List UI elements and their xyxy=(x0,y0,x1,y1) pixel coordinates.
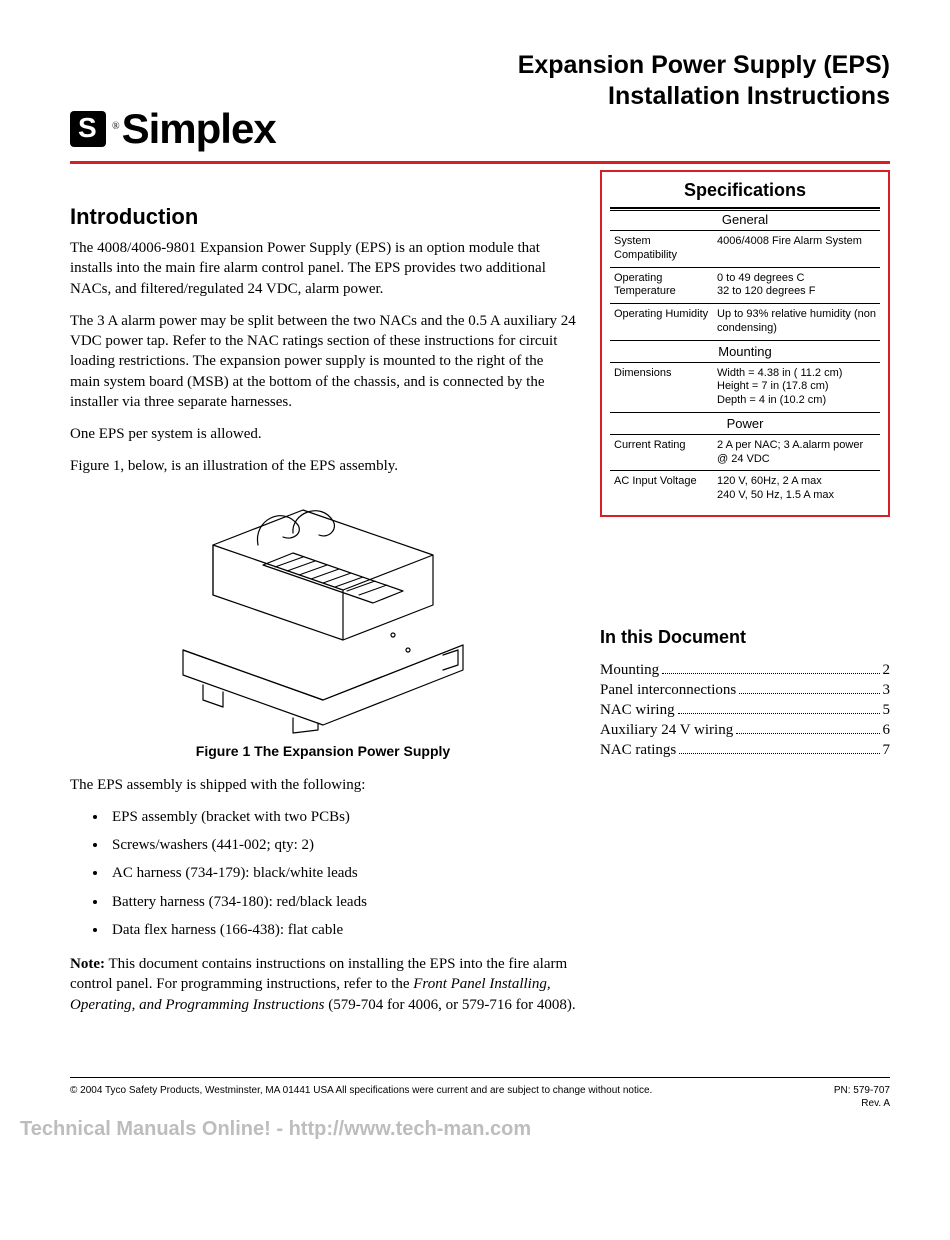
toc-page: 5 xyxy=(883,702,891,719)
spec-table-power: Current Rating2 A per NAC; 3 A.alarm pow… xyxy=(610,435,880,507)
spec-group-heading: Mounting xyxy=(610,340,880,363)
list-item: EPS assembly (bracket with two PCBs) xyxy=(108,807,576,827)
intro-p4: Figure 1, below, is an illustration of t… xyxy=(70,456,576,476)
shipped-lead: The EPS assembly is shipped with the fol… xyxy=(70,775,576,795)
table-row: Current Rating2 A per NAC; 3 A.alarm pow… xyxy=(610,435,880,471)
list-item: Data flex harness (166-438): flat cable xyxy=(108,920,576,940)
spec-table-general: System Compatibility4006/4008 Fire Alarm… xyxy=(610,231,880,340)
toc-dots xyxy=(736,724,879,734)
list-item: Screws/washers (441-002; qty: 2) xyxy=(108,835,576,855)
watermark-text: Technical Manuals Online! - http://www.t… xyxy=(20,1118,890,1141)
page: ® Simplex Expansion Power Supply (EPS) I… xyxy=(0,0,950,1161)
spec-label: System Compatibility xyxy=(610,231,713,267)
intro-p3: One EPS per system is allowed. xyxy=(70,424,576,444)
spec-group-heading: General xyxy=(610,207,880,231)
toc-item: Panel interconnections 3 xyxy=(600,682,890,699)
document-title: Expansion Power Supply (EPS) Installatio… xyxy=(518,50,890,113)
figure-1-illustration xyxy=(143,495,503,735)
spec-value: Width = 4.38 in ( 11.2 cm) Height = 7 in… xyxy=(713,363,880,412)
note-paragraph: Note: This document contains instruction… xyxy=(70,954,576,1015)
spec-table-mounting: DimensionsWidth = 4.38 in ( 11.2 cm) Hei… xyxy=(610,363,880,412)
table-row: AC Input Voltage120 V, 60Hz, 2 A max 240… xyxy=(610,471,880,507)
logo-text: Simplex xyxy=(122,105,276,153)
spec-label: AC Input Voltage xyxy=(610,471,713,507)
table-row: DimensionsWidth = 4.38 in ( 11.2 cm) Hei… xyxy=(610,363,880,412)
shipped-list: EPS assembly (bracket with two PCBs) Scr… xyxy=(70,807,576,940)
main-column: Introduction The 4008/4006-9801 Expansio… xyxy=(70,176,576,1027)
toc-heading: In this Document xyxy=(600,627,890,648)
note-body-b: (579-704 for 4006, or 579-716 for 4008). xyxy=(324,997,575,1013)
logo: ® Simplex xyxy=(70,105,276,153)
toc-page: 7 xyxy=(883,742,891,759)
footer-copyright: © 2004 Tyco Safety Products, Westminster… xyxy=(70,1084,652,1110)
table-row: System Compatibility4006/4008 Fire Alarm… xyxy=(610,231,880,267)
title-line-1: Expansion Power Supply (EPS) xyxy=(518,50,890,81)
toc-label: Mounting xyxy=(600,662,659,679)
toc-label: NAC ratings xyxy=(600,742,676,759)
toc-item: Mounting 2 xyxy=(600,662,890,679)
header: ® Simplex Expansion Power Supply (EPS) I… xyxy=(70,50,890,153)
intro-p2: The 3 A alarm power may be split between… xyxy=(70,311,576,412)
intro-heading: Introduction xyxy=(70,204,576,230)
spec-value: 0 to 49 degrees C 32 to 120 degrees F xyxy=(713,267,880,304)
toc-dots xyxy=(662,664,879,674)
toc-item: NAC ratings 7 xyxy=(600,742,890,759)
spec-value: 120 V, 60Hz, 2 A max 240 V, 50 Hz, 1.5 A… xyxy=(713,471,880,507)
title-line-2: Installation Instructions xyxy=(518,81,890,112)
footer-rev: Rev. A xyxy=(834,1097,890,1110)
intro-p1: The 4008/4006-9801 Expansion Power Suppl… xyxy=(70,238,576,299)
registered-mark: ® xyxy=(112,121,120,132)
spec-value: 4006/4008 Fire Alarm System xyxy=(713,231,880,267)
footer: © 2004 Tyco Safety Products, Westminster… xyxy=(70,1084,890,1110)
list-item: Battery harness (734-180): red/black lea… xyxy=(108,892,576,912)
spec-title: Specifications xyxy=(610,180,880,201)
specifications-box: Specifications General System Compatibil… xyxy=(600,170,890,517)
side-column: Specifications General System Compatibil… xyxy=(600,176,890,1027)
toc-page: 3 xyxy=(883,682,891,699)
toc-label: Auxiliary 24 V wiring xyxy=(600,722,733,739)
toc-page: 2 xyxy=(883,662,891,679)
toc-label: Panel interconnections xyxy=(600,682,736,699)
spec-label: Current Rating xyxy=(610,435,713,471)
figure-1-caption: Figure 1 The Expansion Power Supply xyxy=(70,743,576,759)
content-columns: Introduction The 4008/4006-9801 Expansio… xyxy=(70,176,890,1027)
spec-value: Up to 93% relative humidity (non condens… xyxy=(713,304,880,340)
toc-label: NAC wiring xyxy=(600,702,675,719)
logo-mark-icon xyxy=(70,111,106,147)
spec-group-heading: Power xyxy=(610,412,880,435)
toc-item: Auxiliary 24 V wiring 6 xyxy=(600,722,890,739)
spec-value: 2 A per NAC; 3 A.alarm power @ 24 VDC xyxy=(713,435,880,471)
toc-list: Mounting 2 Panel interconnections 3 NAC … xyxy=(600,662,890,759)
spec-label: Operating Humidity xyxy=(610,304,713,340)
list-item: AC harness (734-179): black/white leads xyxy=(108,863,576,883)
toc-dots xyxy=(678,704,880,714)
note-label: Note: xyxy=(70,956,105,972)
table-row: Operating HumidityUp to 93% relative hum… xyxy=(610,304,880,340)
header-rule xyxy=(70,161,890,164)
toc-dots xyxy=(739,684,879,694)
toc-page: 6 xyxy=(883,722,891,739)
spec-label: Operating Temperature xyxy=(610,267,713,304)
footer-rule xyxy=(70,1077,890,1078)
toc-dots xyxy=(679,744,879,754)
footer-right: PN: 579-707 Rev. A xyxy=(834,1084,890,1110)
footer-pn: PN: 579-707 xyxy=(834,1084,890,1097)
toc-item: NAC wiring 5 xyxy=(600,702,890,719)
spec-label: Dimensions xyxy=(610,363,713,412)
table-row: Operating Temperature0 to 49 degrees C 3… xyxy=(610,267,880,304)
